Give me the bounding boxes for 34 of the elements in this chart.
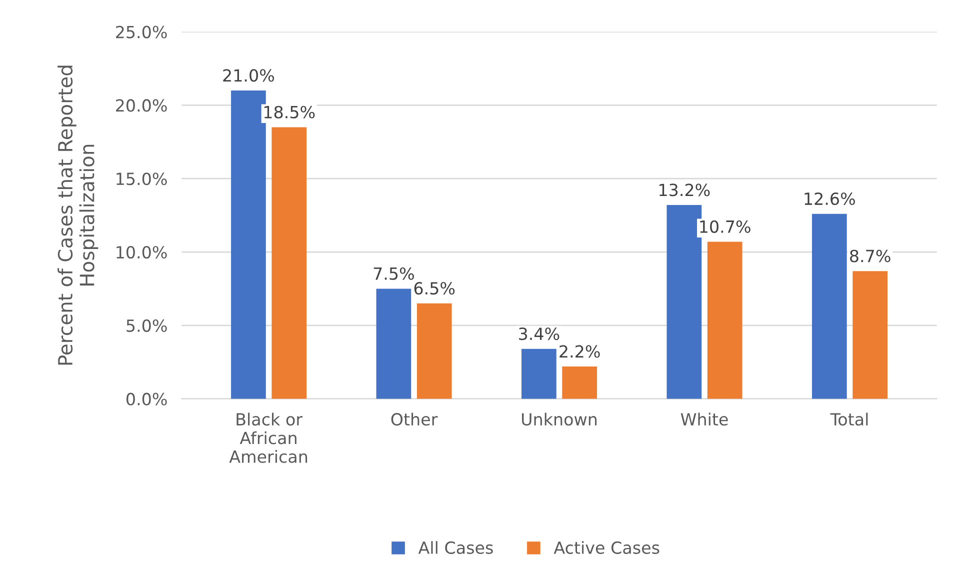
x-tick-label: Black or African American (229, 412, 308, 463)
bar (707, 242, 742, 399)
data-label: 6.5% (414, 282, 455, 295)
x-tick-label: White (680, 412, 728, 426)
x-tick-label: Total (830, 412, 868, 426)
data-label: 18.5% (264, 106, 315, 118)
bar (231, 90, 266, 399)
bar (666, 205, 702, 399)
data-label: 2.2% (560, 345, 600, 358)
bar (812, 214, 847, 399)
y-tick-label: 25.0% (116, 26, 167, 38)
data-label: 13.2% (660, 184, 710, 196)
bar (272, 127, 307, 399)
y-tick-label: 10.0% (116, 246, 167, 259)
x-tick-label: Other (391, 412, 438, 426)
bar (522, 348, 556, 399)
y-tick-label: 20.0% (116, 99, 167, 112)
legend-label: Active Cases (554, 541, 660, 554)
x-tick-label: Unknown (522, 412, 597, 426)
data-label: 7.5% (374, 267, 414, 280)
bar (416, 303, 452, 399)
y-tick-label: 15.0% (116, 172, 167, 186)
data-label: 21.0% (223, 69, 274, 82)
data-label: 8.7% (850, 250, 890, 262)
data-label: 10.7% (700, 220, 750, 233)
data-label: 12.6% (804, 192, 855, 206)
bar (562, 366, 598, 399)
y-tick-label: 0.0% (126, 392, 167, 406)
y-tick-label: 5.0% (126, 319, 167, 332)
y-axis-title: Percent of Cases that Reported Hospitalization (58, 66, 98, 365)
bar (376, 288, 412, 399)
bar (852, 271, 888, 399)
legend-label: All Cases (418, 541, 493, 554)
data-label: 3.4% (519, 328, 560, 340)
